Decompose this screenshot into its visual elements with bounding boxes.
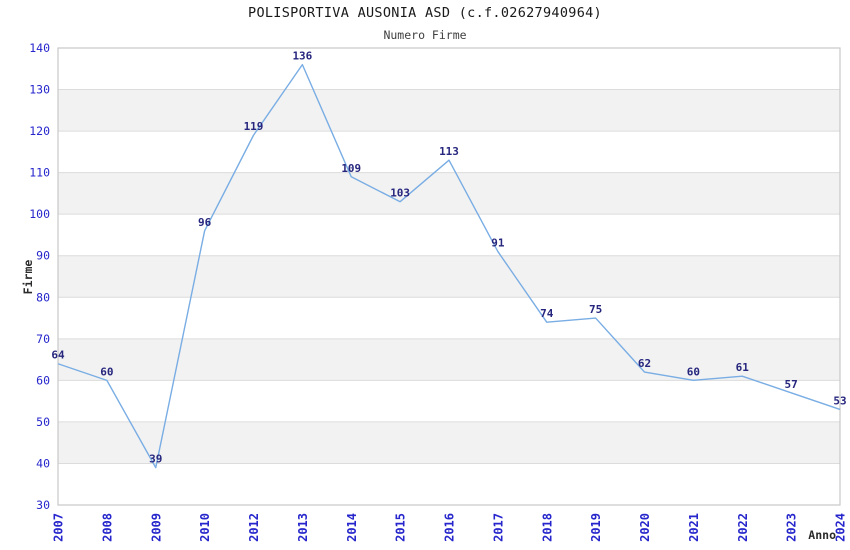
x-tick-label: 2013 [296,513,310,542]
data-label: 103 [390,187,410,200]
plot-band [58,172,840,215]
plot-band [58,338,840,381]
data-label: 39 [149,453,162,466]
x-tick-label: 2021 [687,513,701,542]
x-tick-label: 2009 [149,513,163,542]
plot-border [57,47,841,506]
x-tick-label: 2015 [394,513,408,542]
y-axis-label: Firme [21,259,35,295]
y-tick-label: 130 [29,83,50,97]
data-label: 57 [785,378,798,391]
data-label: 96 [198,216,212,229]
x-tick-label: 2012 [247,513,261,542]
x-tick-label: 2016 [443,513,457,542]
y-tick-label: 120 [29,124,50,138]
data-label: 109 [341,162,361,175]
x-tick-label: 2024 [834,513,848,542]
data-label: 60 [100,365,113,378]
data-label: 74 [540,307,554,320]
plot-band [58,255,840,298]
y-tick-label: 60 [36,373,50,387]
data-label: 64 [51,349,65,362]
data-label: 62 [638,357,651,370]
x-tick-label: 2023 [785,513,799,542]
x-axis-label: Anno [808,528,836,542]
x-tick-label: 2019 [589,513,603,542]
data-label: 60 [687,365,700,378]
x-tick-label: 2007 [52,513,66,542]
data-label: 61 [736,361,750,374]
data-label: 91 [491,237,505,250]
x-tick-label: 2020 [638,513,652,542]
plot-band [58,421,840,464]
y-tick-label: 30 [36,498,50,512]
chart-subtitle: Numero Firme [383,28,467,42]
y-tick-label: 70 [36,332,50,346]
y-tick-label: 110 [29,166,50,180]
data-label: 136 [292,50,312,63]
y-tick-label: 90 [36,249,50,263]
x-tick-label: 2010 [198,513,212,542]
x-tick-label: 2017 [491,513,505,542]
plot-band [58,89,840,132]
y-tick-label: 140 [29,41,50,55]
y-tick-label: 40 [36,456,50,470]
data-label: 53 [833,394,846,407]
data-label: 75 [589,303,602,316]
y-tick-label: 100 [29,207,50,221]
series-line [57,63,841,469]
x-tick-label: 2008 [100,513,114,542]
x-tick-label: 2018 [540,513,554,542]
chart-title: POLISPORTIVA AUSONIA ASD (c.f.0262794096… [248,5,602,21]
data-label: 119 [244,120,264,133]
data-label: 113 [439,145,459,158]
y-tick-label: 50 [36,415,50,429]
x-tick-label: 2022 [736,513,750,542]
y-tick-label: 80 [36,290,50,304]
x-tick-label: 2014 [345,513,359,542]
